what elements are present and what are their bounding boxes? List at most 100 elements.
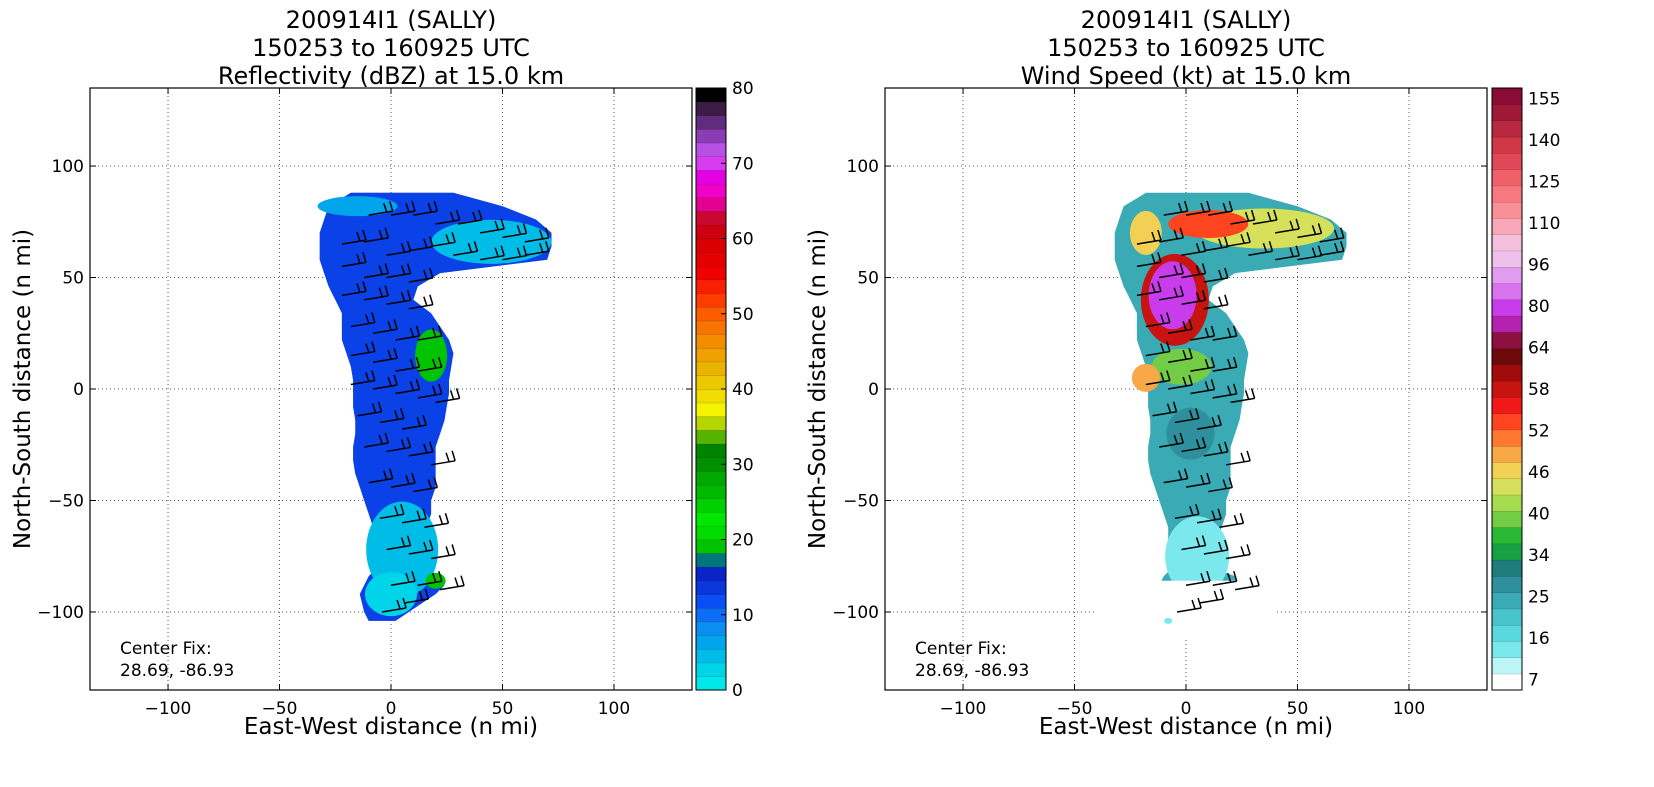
colorbar-tick-label: 40 [732,380,754,400]
colorbar-bin [695,402,727,417]
wind-barb-shaft [1199,598,1224,604]
colorbar-bin [1491,185,1523,203]
left-chart-title: 200914I1 (SALLY) 150253 to 160925 UTC Re… [90,6,692,90]
colorbar-bin [695,334,727,349]
colorbar-bin [1491,315,1523,333]
wind-barb-flag [1210,325,1216,337]
wind-barb-flag [449,390,455,400]
colorbar-tick-label: 0 [732,681,743,701]
wind-barb-shaft [1159,442,1184,448]
x-tick-label: 50 [1287,699,1309,719]
center-fix-coordinates: 28.69, -86.93 [120,661,234,681]
wind-barb-flag [411,570,416,582]
colorbar-tick-label: 60 [732,230,754,250]
wind-barb-shaft [502,232,527,239]
colorbar-bin [695,361,727,376]
wind-barb-flag [405,572,410,583]
wind-barb-flag [388,468,394,479]
wind-barb-flag [1311,247,1317,257]
wind-barb-shaft [386,272,411,279]
wind-barb-shaft [1185,210,1211,216]
wind-barb-flag [400,242,406,253]
wind-barb-flag [438,383,443,395]
wind-barb-shaft [1212,335,1237,341]
wind-barb-flag [416,416,421,427]
colorbar-bin [1491,201,1523,219]
wind-barb-flag [1249,577,1254,587]
colorbar-frame [1491,87,1523,691]
y-tick-label: 100 [52,157,84,177]
wind-barb-flag [416,510,421,521]
colorbar-bin [695,525,727,541]
wind-barb-shaft [457,219,483,225]
colorbar-bin [695,552,727,568]
wind-barb-flag [409,381,415,391]
colorbar-bin [695,292,727,308]
colorbar-bin [695,648,727,664]
colorbar: 0 10 20 30 40 50 60 70 80 [695,79,754,701]
wind-barb-flag [451,544,456,555]
wind-barb-flag [429,441,434,453]
wind-barb-shaft [364,237,389,243]
wind-barb-flag [454,577,459,587]
wind-barb-shaft [417,366,442,372]
wind-barb-flag [423,443,428,454]
wind-barb-shaft [1226,553,1251,560]
colorbar-bin [1491,152,1523,170]
right-windspeed-chart: −100 −50 0 50 100 −100 −50 0 50 100 East-West dist… [805,87,1560,740]
colorbar-tick-label: 40 [1528,505,1550,525]
x-axis-label: East-West distance (n mi) [244,714,538,740]
wind-barb-shaft [1163,210,1188,216]
wind-barb-shaft [1252,219,1278,225]
wind-barb-flag [522,245,528,256]
wind-barb-flag [1244,211,1250,222]
wind-barb-shaft [480,254,505,261]
colorbar-tick-label: 140 [1528,131,1560,151]
wind-barb-flag [429,236,434,247]
colorbar-bin [695,251,727,267]
colorbar-tick-label: 50 [732,305,754,325]
wind-barb-shaft [439,584,465,591]
wind-barb-flag [356,283,361,293]
wind-barb-flag [1151,283,1156,293]
wind-barb-flag [1160,343,1165,353]
wind-barb-shaft [408,549,433,555]
wind-barb-flag [1201,437,1207,448]
wind-barb-flag [1224,539,1229,551]
colorbar-bin [1491,559,1523,577]
colorbar-tick-label: 52 [1528,422,1550,442]
x-tick-label: 0 [1181,699,1192,719]
wind-barb-flag [1340,227,1345,239]
wind-barb-flag [1224,441,1229,453]
wind-barb-flag [1160,314,1165,324]
colorbar-tick-label: 20 [732,531,754,551]
wind-barb-flag [409,358,415,369]
wind-barb-shaft [1145,350,1170,357]
wind-barb-flag [1233,356,1238,368]
wind-barb-flag [433,477,439,488]
wind-barb-flag [478,209,483,221]
wind-barb-flag [409,327,415,338]
wind-barb-flag [384,263,389,274]
wind-barb-flag [415,379,421,390]
y-tick-label: 0 [868,380,879,400]
wind-barb-flag [1200,572,1205,583]
x-tick-label: 50 [492,699,514,719]
wind-barb-flag [393,319,398,330]
wind-barb-flag [384,432,389,444]
wind-barb-flag [1217,508,1222,519]
colorbar-tick-label: 16 [1528,629,1550,649]
colorbar-bin [1491,429,1523,447]
wind-barb-shaft [341,261,367,268]
colorbar-bin [1491,510,1523,528]
wind-barb-flag [1206,472,1211,484]
wind-barb-flag [394,506,399,516]
wind-barb-flag [1218,541,1223,552]
wind-barb-flag [387,350,392,360]
wind-barb-flag [451,232,456,243]
wind-barb-flag [1157,252,1162,263]
wind-barb-flag [1201,290,1207,301]
wind-barb-flag [1233,383,1238,395]
wind-barb-shaft [1185,580,1211,586]
colorbar-bin [695,101,727,116]
